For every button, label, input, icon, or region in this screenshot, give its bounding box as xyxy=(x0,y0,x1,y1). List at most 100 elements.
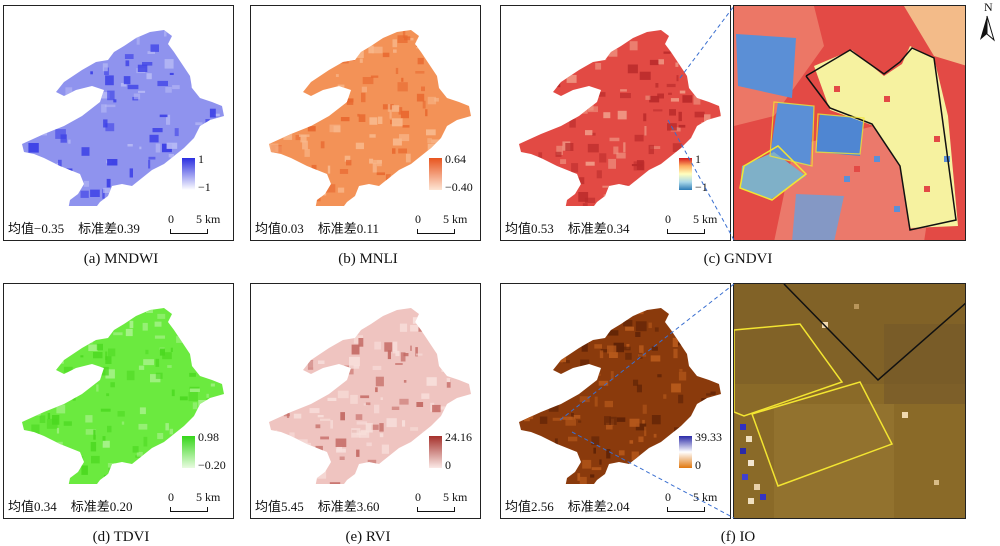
texture-patch xyxy=(545,44,555,46)
scale-bar-line xyxy=(667,507,705,512)
texture-patch xyxy=(426,129,436,135)
texture-patch xyxy=(428,327,439,336)
texture-patch xyxy=(682,95,692,103)
texture-patch xyxy=(373,366,382,370)
texture-patch xyxy=(630,419,640,427)
texture-patch xyxy=(316,446,323,453)
texture-patch xyxy=(193,402,198,409)
texture-patch xyxy=(52,443,61,449)
texture-patch xyxy=(400,324,407,332)
texture-patch xyxy=(19,91,29,98)
texture-patch xyxy=(678,395,683,404)
texture-patch xyxy=(368,46,373,54)
texture-patch xyxy=(305,443,311,450)
texture-patch xyxy=(33,79,36,86)
texture-patch xyxy=(679,369,682,372)
texture-patch xyxy=(35,408,41,416)
texture-patch xyxy=(530,345,538,348)
texture-patch xyxy=(532,76,537,83)
texture-patch xyxy=(88,331,94,339)
texture-patch xyxy=(609,49,618,57)
texture-patch xyxy=(580,396,590,402)
texture-patch xyxy=(28,106,33,113)
texture-patch xyxy=(209,313,215,321)
texture-patch xyxy=(220,138,229,144)
texture-patch xyxy=(138,91,145,93)
colorbar xyxy=(429,436,442,468)
texture-patch xyxy=(664,52,671,54)
texture-patch xyxy=(546,200,551,206)
texture-patch xyxy=(180,396,188,400)
texture-patch xyxy=(133,446,139,453)
texture-patch xyxy=(130,32,137,39)
texture-patch xyxy=(579,110,588,114)
texture-patch xyxy=(300,329,303,337)
texture-patch xyxy=(328,398,337,401)
colorbar-max-label: 24.16 xyxy=(445,430,472,445)
texture-patch xyxy=(323,314,330,323)
panel-caption: (b) MNLI xyxy=(250,251,486,268)
texture-patch xyxy=(126,329,133,336)
texture-patch xyxy=(223,365,230,369)
texture-patch xyxy=(538,96,542,104)
texture-patch xyxy=(34,95,41,101)
texture-patch xyxy=(374,342,381,350)
texture-patch xyxy=(428,97,436,105)
texture-patch xyxy=(107,426,112,433)
texture-patch xyxy=(618,111,627,120)
texture-patch xyxy=(586,162,595,166)
texture-patch xyxy=(519,478,523,484)
texture-patch xyxy=(432,405,441,412)
texture-patch xyxy=(366,443,371,447)
texture-patch xyxy=(421,393,429,399)
io-zoom-inset xyxy=(733,283,966,519)
texture-patch xyxy=(596,374,601,376)
texture-patch xyxy=(720,114,724,119)
texture-patch xyxy=(142,477,146,482)
texture-patch xyxy=(277,329,281,336)
texture-patch xyxy=(157,314,165,319)
texture-patch xyxy=(39,132,47,135)
texture-patch xyxy=(110,28,119,31)
texture-patch xyxy=(73,456,84,462)
texture-patch xyxy=(638,354,646,357)
texture-patch xyxy=(416,402,423,407)
texture-patch xyxy=(93,352,103,358)
texture-patch xyxy=(428,144,437,153)
texture-patch xyxy=(418,58,424,64)
texture-patch xyxy=(423,101,426,109)
gndvi-inset-map xyxy=(734,6,966,241)
colorbar-min-label: −1 xyxy=(198,180,211,195)
texture-patch xyxy=(207,478,215,484)
texture-patch xyxy=(330,125,341,133)
texture-patch xyxy=(603,112,610,118)
texture-patch xyxy=(108,39,116,48)
texture-patch xyxy=(462,345,471,353)
texture-patch xyxy=(303,351,308,360)
scale-distance-label: 5 km xyxy=(693,490,717,504)
texture-patch xyxy=(609,417,617,425)
texture-patch xyxy=(153,128,163,132)
study-area-map xyxy=(4,284,233,484)
texture-patch xyxy=(567,75,577,83)
texture-patch xyxy=(172,390,175,397)
texture-patch xyxy=(630,440,634,444)
texture-patch xyxy=(150,135,159,143)
std-value: 标准差0.34 xyxy=(568,221,630,236)
texture-patch xyxy=(457,87,461,95)
texture-patch xyxy=(315,94,322,100)
texture-patch xyxy=(139,424,148,430)
texture-patch xyxy=(381,397,383,400)
texture-patch xyxy=(677,75,679,81)
std-value: 标准差0.39 xyxy=(78,221,140,236)
texture-patch xyxy=(349,357,360,366)
texture-patch xyxy=(628,65,638,74)
texture-patch xyxy=(714,118,717,126)
texture-patch xyxy=(310,408,320,413)
texture-patch xyxy=(427,138,432,143)
texture-patch xyxy=(344,29,348,32)
colorbar-min-label: 0 xyxy=(445,458,451,473)
texture-patch xyxy=(121,309,125,312)
texture-patch xyxy=(364,318,367,327)
